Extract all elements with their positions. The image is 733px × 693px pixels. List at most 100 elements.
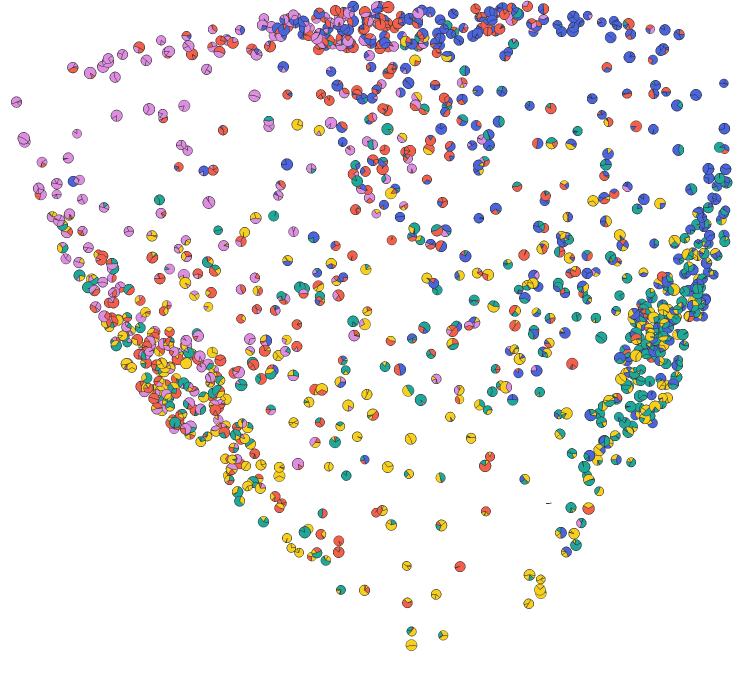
pie-glyph — [203, 301, 214, 312]
pie-glyph — [320, 555, 332, 566]
pie-slice — [593, 271, 600, 277]
pie-slice — [140, 307, 151, 317]
pie-glyph — [72, 128, 82, 139]
pie-glyph — [604, 31, 617, 44]
pie-slice — [468, 294, 480, 301]
pie-slice — [379, 144, 390, 156]
pie-slice — [536, 137, 544, 150]
pie-slice — [134, 295, 141, 304]
pie-slice — [360, 263, 372, 275]
pie-glyph — [164, 263, 175, 275]
pie-slice — [333, 535, 345, 547]
pie-slice — [439, 472, 446, 483]
pie-slice — [456, 394, 465, 405]
pie-slice — [313, 46, 324, 56]
pie-glyph — [559, 327, 571, 339]
pie-glyph — [532, 137, 544, 150]
pie-slice — [211, 41, 218, 48]
pie-slice — [648, 54, 658, 65]
pie-slice — [399, 201, 408, 208]
pie-glyph — [281, 334, 292, 345]
pie-slice — [649, 381, 653, 387]
pie-glyph — [474, 399, 486, 411]
pie-slice — [645, 24, 655, 30]
pie-slice — [293, 226, 299, 238]
pie-glyph — [36, 156, 48, 168]
pie-glyph — [559, 180, 570, 190]
pie-glyph — [140, 307, 151, 318]
pie-glyph — [719, 78, 729, 88]
pie-glyph — [502, 259, 513, 270]
pie-glyph — [358, 318, 371, 331]
pie-slice — [438, 635, 444, 639]
pie-slice — [164, 263, 175, 275]
pie-glyph — [630, 410, 641, 421]
pie-glyph — [468, 294, 480, 306]
pie-glyph — [252, 285, 263, 296]
pie-slice — [150, 331, 160, 340]
pie-slice — [194, 292, 200, 300]
pie-glyph — [644, 375, 656, 387]
pie-slice — [534, 585, 546, 596]
pie-glyph — [647, 54, 658, 65]
pie-glyph — [470, 120, 482, 131]
pie-glyph — [591, 267, 601, 277]
pie-slice — [325, 555, 332, 562]
pie-slice — [532, 137, 539, 149]
pie-glyph — [435, 123, 448, 135]
pie-glyph — [513, 368, 524, 379]
pie-glyph — [329, 436, 341, 449]
pie-slice — [258, 373, 267, 385]
pie-slice — [436, 123, 442, 130]
pie-glyph — [534, 583, 546, 596]
pie-slice — [470, 120, 482, 131]
pie-slice — [405, 645, 418, 651]
pie-slice — [513, 368, 524, 379]
pie-glyph — [273, 469, 286, 482]
pie-slice — [559, 330, 565, 334]
pie-slice — [189, 433, 196, 440]
pie-slice — [435, 125, 448, 135]
pie-slice — [481, 156, 490, 162]
pie-glyph — [333, 535, 345, 547]
pie-slice — [559, 327, 571, 339]
pie-slice — [252, 285, 259, 296]
pie-slice — [359, 318, 371, 331]
pie-slice — [405, 384, 415, 396]
pie-glyph — [613, 411, 624, 422]
pie-glyph — [454, 394, 465, 405]
pie-slice — [566, 357, 579, 370]
pie-glyph — [386, 235, 397, 246]
pie-slice — [469, 300, 480, 306]
pie-slice — [268, 210, 280, 222]
pie-glyph — [630, 120, 642, 133]
pie-slice — [400, 62, 412, 74]
pie-glyph — [312, 280, 325, 292]
pie-slice — [385, 187, 397, 200]
pie-glyph — [602, 148, 614, 160]
pie-slice — [606, 31, 617, 42]
pie-glyph — [309, 436, 321, 448]
pie-slice — [604, 33, 616, 44]
pie-glyph — [255, 373, 267, 385]
pie-glyph — [566, 357, 579, 370]
pie-slice — [699, 311, 708, 322]
pie-glyph — [456, 77, 468, 89]
pie-slice — [609, 189, 620, 199]
pie-slice — [60, 253, 71, 265]
pie-slice — [257, 517, 269, 528]
pie-slice — [608, 15, 619, 25]
pie-glyph — [77, 193, 88, 205]
pie-glyph — [385, 187, 397, 200]
pie-glyph — [206, 346, 218, 358]
pie-slice — [72, 128, 82, 139]
pie-glyph — [435, 472, 446, 484]
pie-slice — [144, 310, 151, 315]
pie-slice — [266, 404, 276, 411]
pie-glyph — [456, 114, 469, 127]
pie-slice — [158, 350, 164, 357]
pie-glyph — [581, 249, 593, 262]
pie-slice — [281, 337, 287, 345]
pie-slice — [342, 357, 348, 361]
